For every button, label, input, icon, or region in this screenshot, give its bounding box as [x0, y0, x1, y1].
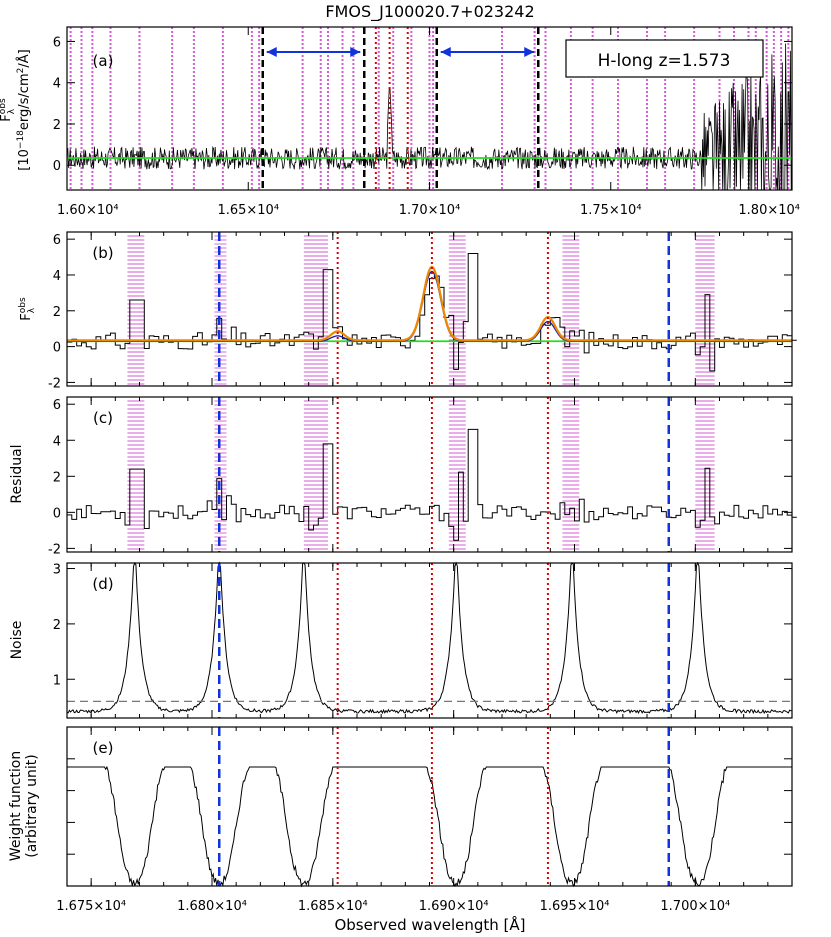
band-label: H-long z=1.573 [598, 51, 731, 71]
y-tick-label: 0 [53, 159, 61, 174]
chart-title: FMOS_J100020.7+023242 [325, 2, 534, 22]
y-axis-label-a: Fobsλ[10−18erg/s/cm2/Å] [0, 49, 32, 170]
sky-band [304, 232, 328, 386]
x-tick-label: 1.700×10⁴ [660, 899, 730, 914]
y-tick-label: 6 [53, 35, 61, 50]
weight-function-line [67, 765, 792, 888]
y-axis-label-b: Fobsλ [18, 297, 37, 321]
panel-label: (e) [93, 739, 114, 757]
x-tick-label: 1.690×10⁴ [419, 899, 489, 914]
arrow-head-right [350, 47, 361, 57]
arrow-head-left [440, 47, 451, 57]
sky-band [562, 232, 579, 386]
panel-frame [66, 726, 793, 887]
panel-b: -2 0 2 4 6 (b) Fobsλ [18, 231, 797, 391]
panel-frame [66, 396, 793, 553]
y-axis-label-c: Residual [9, 444, 25, 503]
x-tick-label: 1.65×10⁴ [217, 203, 279, 218]
panel-label: (b) [92, 244, 113, 262]
x-tick-label: 1.685×10⁴ [298, 899, 368, 914]
y-tick-label: 6 [53, 233, 61, 248]
y-tick-label: -2 [48, 542, 61, 557]
y-tick-label: 6 [53, 398, 61, 413]
y-tick-label: 4 [53, 77, 61, 92]
arrow-head-right [524, 47, 535, 57]
y-tick-label: 0 [53, 506, 61, 521]
y-tick-label: 0 [53, 341, 61, 356]
y-tick-label: 2 [53, 618, 61, 633]
panel-e: (e) 1.675×10⁴ 1.680×10⁴ 1.685×10⁴ 1.690×10⁴ 1… [8, 726, 793, 914]
panel-label: (c) [93, 409, 113, 427]
band-label-box [565, 39, 764, 78]
x-tick-label: 1.60×10⁴ [57, 203, 119, 218]
panel-label: (d) [92, 575, 113, 593]
panel-label-a: (a) [93, 52, 114, 70]
panel-d: 1 2 3 (d) Noise [9, 561, 793, 719]
y-tick-label: 4 [53, 434, 61, 449]
x-tick-label: 1.70×10⁴ [399, 203, 461, 218]
y-tick-label: 2 [53, 470, 61, 485]
noise-line [66, 561, 793, 715]
y-tick-label: 3 [53, 563, 61, 578]
sky-band [449, 232, 466, 386]
x-tick-label: 1.75×10⁴ [580, 203, 642, 218]
x-tick-label: 1.675×10⁴ [56, 899, 126, 914]
y-axis-label-e: Weight function(arbitrary unit) [8, 751, 40, 861]
residual-step-line [67, 428, 797, 541]
panel-frame [66, 231, 793, 387]
y-tick-label: 4 [53, 269, 61, 284]
arrow-head-left [266, 47, 277, 57]
spectrum-line [66, 43, 793, 191]
x-tick-label: 1.80×10⁴ [738, 203, 800, 218]
x-axis-label: Observed wavelength [Å] [334, 915, 525, 934]
x-tick-label: 1.695×10⁴ [540, 899, 610, 914]
y-tick-label: -2 [48, 376, 61, 391]
y-tick-label: 1 [53, 673, 61, 688]
panel-frame [66, 562, 793, 719]
y-tick-label: 2 [53, 305, 61, 320]
y-axis-label-d: Noise [9, 621, 25, 660]
x-tick-label: 1.680×10⁴ [177, 899, 247, 914]
y-tick-label: 2 [53, 118, 61, 133]
panel-c: -2 0 2 4 6 (c) Residual [9, 396, 797, 557]
fit-total-line [67, 265, 792, 342]
panel-a: H-long z=1.573 (a) 0 2 4 6 1.60×10⁴ 1.65×10⁴ 1.7… [0, 26, 800, 218]
